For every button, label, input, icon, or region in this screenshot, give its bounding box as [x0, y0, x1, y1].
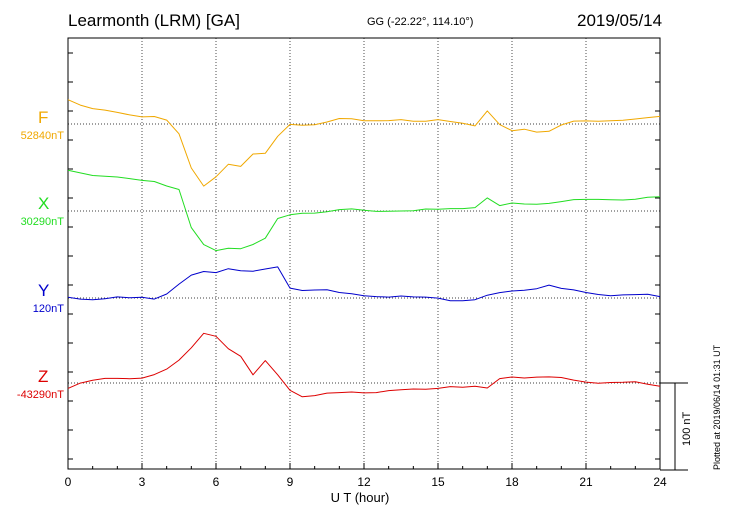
x-tick-label: 3 [139, 475, 146, 489]
chart-date: 2019/05/14 [577, 11, 663, 30]
x-tick-label: 6 [213, 475, 220, 489]
series-group [67, 99, 661, 398]
x-tick-label: 24 [653, 475, 667, 489]
y-tick-marks [68, 52, 660, 460]
series-line-Z [67, 332, 661, 398]
component-baseline-X: 30290nT [20, 216, 64, 228]
scale-bar-label: 100 nT [681, 411, 693, 446]
x-tick-label: 9 [287, 475, 294, 489]
x-axis-ticks: 0 3 6 9 12 15 18 21 24 [65, 463, 667, 489]
component-letter-Z: Z [38, 367, 49, 386]
series-line-Y [67, 266, 661, 302]
x-tick-label: 15 [431, 475, 445, 489]
station-coordinates: GG (-22.22°, 114.10°) [367, 16, 474, 28]
station-title: Learmonth (LRM) [GA] [68, 11, 240, 30]
component-letter-F: F [38, 108, 49, 127]
x-tick-label: 21 [579, 475, 593, 489]
x-tick-label: 18 [505, 475, 519, 489]
x-axis-label: U T (hour) [331, 490, 390, 505]
component-letter-Y: Y [38, 281, 50, 300]
series-line-X [67, 169, 661, 252]
component-baseline-F: 52840nT [20, 130, 64, 142]
plotted-timestamp: Plotted at 2019/06/14 01:31 UT [712, 344, 722, 470]
x-tick-label: 0 [65, 475, 72, 489]
series-line-F [67, 99, 661, 187]
x-tick-label: 12 [357, 475, 371, 489]
component-baseline-Y: 120nT [32, 303, 64, 315]
scale-bar [660, 382, 688, 471]
component-letter-X: X [38, 194, 50, 213]
component-baseline-Z: -43290nT [16, 389, 64, 401]
grid-lines [68, 38, 660, 469]
